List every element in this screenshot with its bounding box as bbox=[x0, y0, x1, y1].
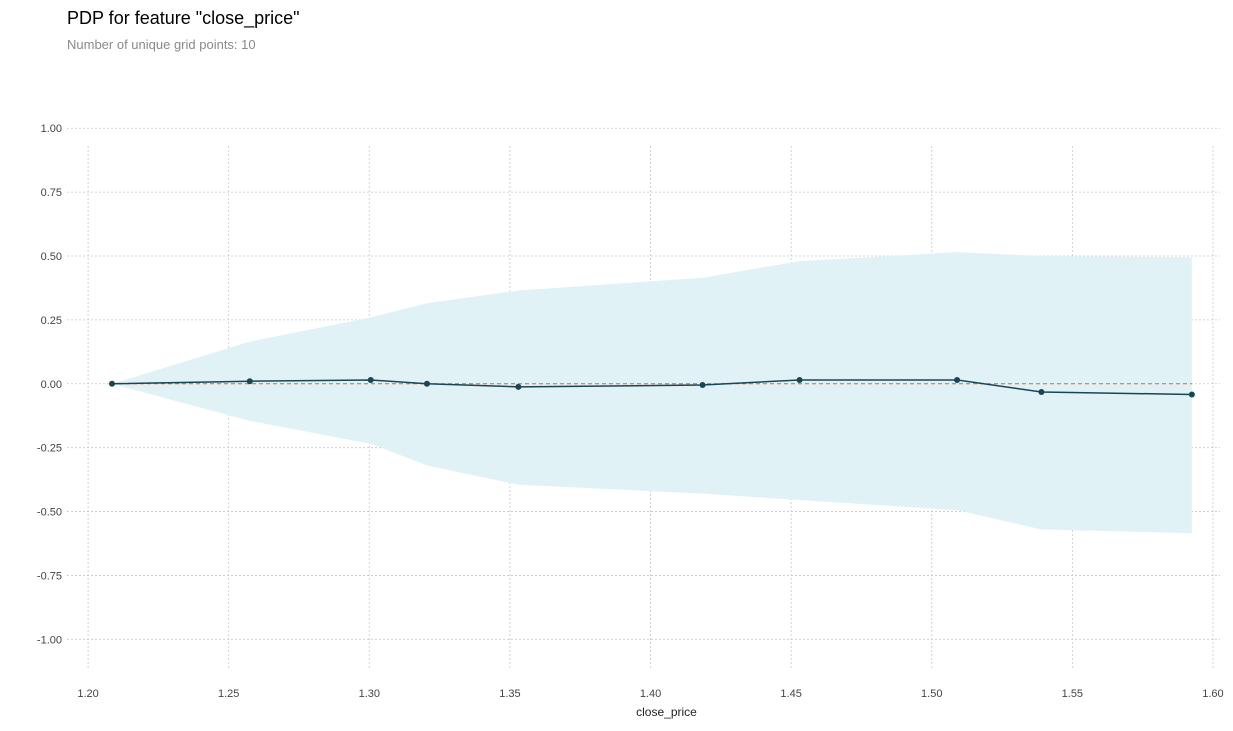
chart-subtitle: Number of unique grid points: 10 bbox=[67, 37, 256, 52]
pdp-point bbox=[699, 382, 706, 389]
y-tick-label: -1.00 bbox=[37, 634, 62, 646]
x-tick-label: 1.35 bbox=[499, 688, 520, 700]
y-tick-label: -0.50 bbox=[37, 507, 62, 519]
pdp-line bbox=[111, 379, 1192, 396]
pdp-point bbox=[1038, 388, 1045, 395]
x-tick-label: 1.60 bbox=[1202, 688, 1223, 700]
pdp-point bbox=[367, 376, 374, 383]
y-tick-label: 0.75 bbox=[41, 187, 62, 199]
pdp-point bbox=[1188, 391, 1195, 398]
pdp-point bbox=[796, 376, 803, 383]
y-tick-label: -0.75 bbox=[37, 570, 62, 582]
x-tick-label: 1.25 bbox=[218, 688, 239, 700]
y-tick-label: 0.00 bbox=[41, 379, 62, 391]
pdp-point bbox=[246, 378, 253, 385]
x-tick-label: 1.40 bbox=[640, 688, 661, 700]
y-tick-label: 0.50 bbox=[41, 251, 62, 263]
y-tick-label: -0.25 bbox=[37, 443, 62, 455]
pdp-point bbox=[423, 380, 430, 387]
x-tick-label: 1.45 bbox=[780, 688, 801, 700]
x-tick-label: 1.50 bbox=[921, 688, 942, 700]
x-axis-label: close_price bbox=[636, 705, 697, 719]
pdp-point bbox=[108, 380, 115, 387]
x-tick-label: 1.20 bbox=[77, 688, 98, 700]
confidence-band bbox=[112, 252, 1192, 534]
confidence-band-layer bbox=[112, 252, 1192, 534]
x-tick-label: 1.30 bbox=[359, 688, 380, 700]
chart-title: PDP for feature "close_price" bbox=[67, 8, 300, 28]
y-tick-label: 0.25 bbox=[41, 315, 62, 327]
pdp-line-layer bbox=[111, 379, 1192, 396]
pdp-point bbox=[515, 383, 522, 390]
pdp-points-layer bbox=[108, 376, 1195, 398]
tick-labels-layer: 1.00 0.75 0.50 0.25 0.00 -0.25 -0.50 -0.75 -1.00… bbox=[37, 123, 1224, 700]
y-tick-label: 1.00 bbox=[41, 123, 62, 135]
x-tick-label: 1.55 bbox=[1062, 688, 1083, 700]
pdp-point bbox=[954, 376, 961, 383]
